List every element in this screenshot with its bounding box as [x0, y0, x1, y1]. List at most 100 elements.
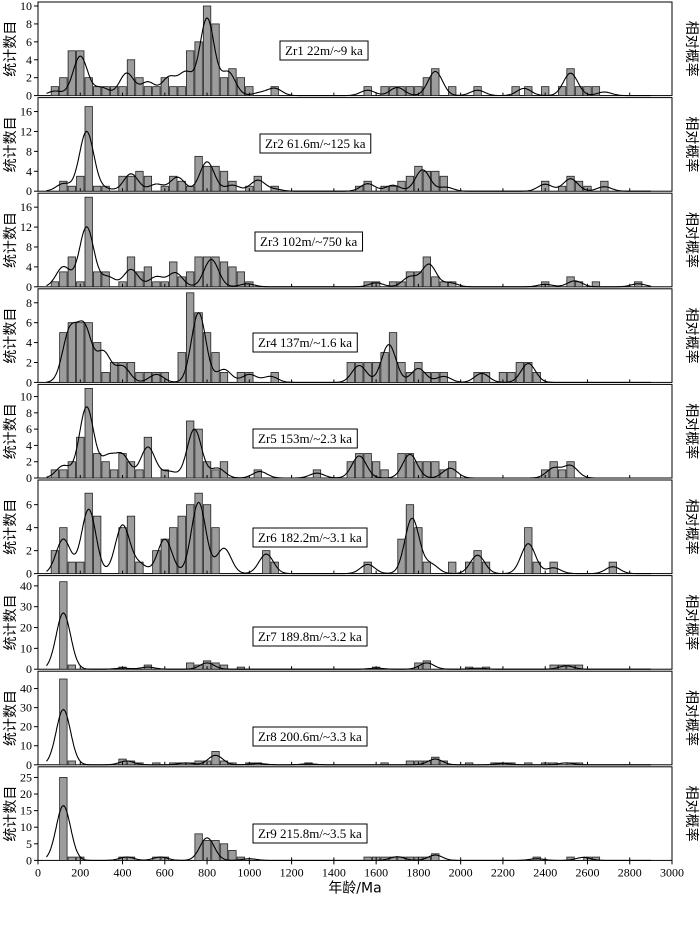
panel-frame	[37, 97, 673, 192]
histogram-bar	[219, 170, 229, 192]
histogram-bar	[194, 428, 203, 479]
histogram-bar	[355, 453, 364, 479]
histogram-bar	[93, 271, 102, 288]
histogram-bar	[228, 180, 237, 192]
histogram-bar	[59, 469, 68, 479]
histogram-bar	[211, 352, 220, 383]
y-tick-label: 6	[26, 316, 32, 330]
histogram-bar	[109, 362, 119, 383]
histogram-bar	[481, 561, 491, 574]
secondary-y-axis-label: 相对概率	[683, 403, 700, 459]
histogram-bar	[101, 271, 110, 288]
y-tick-label: 0	[26, 184, 32, 198]
sample-label: Zr2 61.6m/~125 ka	[265, 136, 366, 151]
histogram-bar	[109, 469, 119, 479]
y-tick-label: 5	[26, 837, 32, 851]
sample-label: Zr9 215.8m/~3.5 ka	[258, 826, 362, 841]
probability-curve	[46, 612, 651, 670]
histogram-bar	[143, 175, 153, 192]
histogram-bar	[186, 271, 195, 288]
y-tick-label: 20	[20, 720, 32, 734]
histogram-bar	[59, 271, 68, 288]
x-tick-label: 1600	[364, 865, 388, 879]
histogram-bar	[574, 180, 584, 192]
y-tick-label: 8	[26, 406, 32, 420]
histogram-bar	[118, 527, 127, 575]
histogram-bar	[93, 453, 102, 479]
panel-frame	[37, 479, 673, 575]
histogram-bar	[422, 660, 431, 670]
x-tick-label: 1200	[280, 865, 304, 879]
y-tick-label: 15	[20, 804, 32, 818]
histogram-bar	[152, 281, 161, 288]
y-tick-label: 2	[26, 544, 32, 558]
sample-label-box	[254, 231, 364, 252]
secondary-y-axis-label: 相对概率	[683, 499, 700, 555]
panel-1: 0 2 4 6 8 10 Zr1 22m/~9 ka 统计数目 相对概率	[3, 0, 700, 103]
y-tick-label: 6	[26, 35, 32, 49]
histogram-bar	[50, 281, 60, 288]
x-tick-label: 3000	[660, 865, 684, 879]
histogram-bar	[219, 372, 229, 383]
histogram-bar	[566, 461, 575, 479]
histogram-bar	[405, 760, 415, 766]
histogram-bar	[84, 387, 93, 479]
histogram-bar	[608, 561, 617, 574]
sample-label: Zr6 182.2m/~3.1 ka	[258, 530, 362, 545]
panel-5: 0 2 4 6 8 10 Zr5 153m/~2.3 ka 统计数目 相对概率	[3, 383, 700, 485]
histogram-bar	[135, 469, 144, 479]
histogram-bar	[126, 256, 136, 288]
probability-curve	[46, 226, 651, 288]
y-tick-label: 0	[26, 758, 32, 772]
histogram-bar	[59, 777, 68, 861]
histogram-bar	[397, 180, 406, 192]
panel-frame	[37, 1, 673, 97]
histogram-bar	[405, 453, 415, 479]
histogram-bar	[431, 756, 440, 766]
histogram-bar	[363, 180, 372, 192]
histogram-bar	[414, 527, 423, 575]
histogram-bar	[109, 86, 119, 96]
y-tick-label: 10	[20, 641, 32, 655]
histogram-bar	[431, 276, 440, 288]
x-tick-label: 0	[35, 865, 41, 879]
y-tick-label: 0	[26, 853, 32, 867]
histogram-bar	[202, 256, 212, 288]
histogram-bar	[219, 261, 229, 288]
histogram-bar	[84, 322, 93, 383]
histogram-bar	[557, 185, 567, 192]
histogram-bar	[67, 50, 76, 96]
histogram-bar	[169, 527, 178, 575]
panel-2: 0 4 8 12 16 Zr2 61.6m/~125 ka 统计数目 相对概率	[3, 97, 700, 198]
sample-label-box	[252, 332, 358, 353]
y-axis-label: 统计数目	[3, 403, 19, 459]
histogram-bar	[93, 515, 102, 575]
histogram-bar	[211, 165, 220, 192]
histogram-bar	[346, 461, 355, 479]
histogram-bar	[67, 185, 76, 192]
histogram-bar	[93, 86, 102, 96]
histogram-bar	[236, 271, 246, 288]
probability-curve	[46, 708, 651, 766]
histogram-bar	[84, 77, 93, 97]
panel-frame	[37, 288, 673, 383]
y-tick-label: 8	[26, 240, 32, 254]
y-tick-label: 4	[26, 53, 32, 67]
histogram-bar	[388, 332, 398, 383]
histogram-bar	[194, 155, 203, 192]
histogram-bar	[135, 561, 144, 574]
histogram-bar	[549, 461, 558, 479]
sample-label-box	[252, 428, 358, 449]
probability-curve	[46, 804, 651, 861]
histogram-bar	[59, 180, 68, 192]
probability-curve	[46, 312, 651, 383]
histogram-bar	[143, 86, 153, 96]
histogram-bar	[355, 185, 364, 192]
y-tick-label: 40	[20, 579, 32, 593]
histogram-bar	[84, 196, 93, 288]
y-tick-label: 4	[26, 336, 32, 350]
y-tick-label: 10	[20, 0, 32, 13]
sample-label-box	[279, 40, 369, 61]
panel-9: 0 5 10 15 20 25 Zr9 215.8m/~3.5 ka 统计数目 相对概率	[3, 766, 700, 867]
histogram-bar	[380, 352, 389, 383]
